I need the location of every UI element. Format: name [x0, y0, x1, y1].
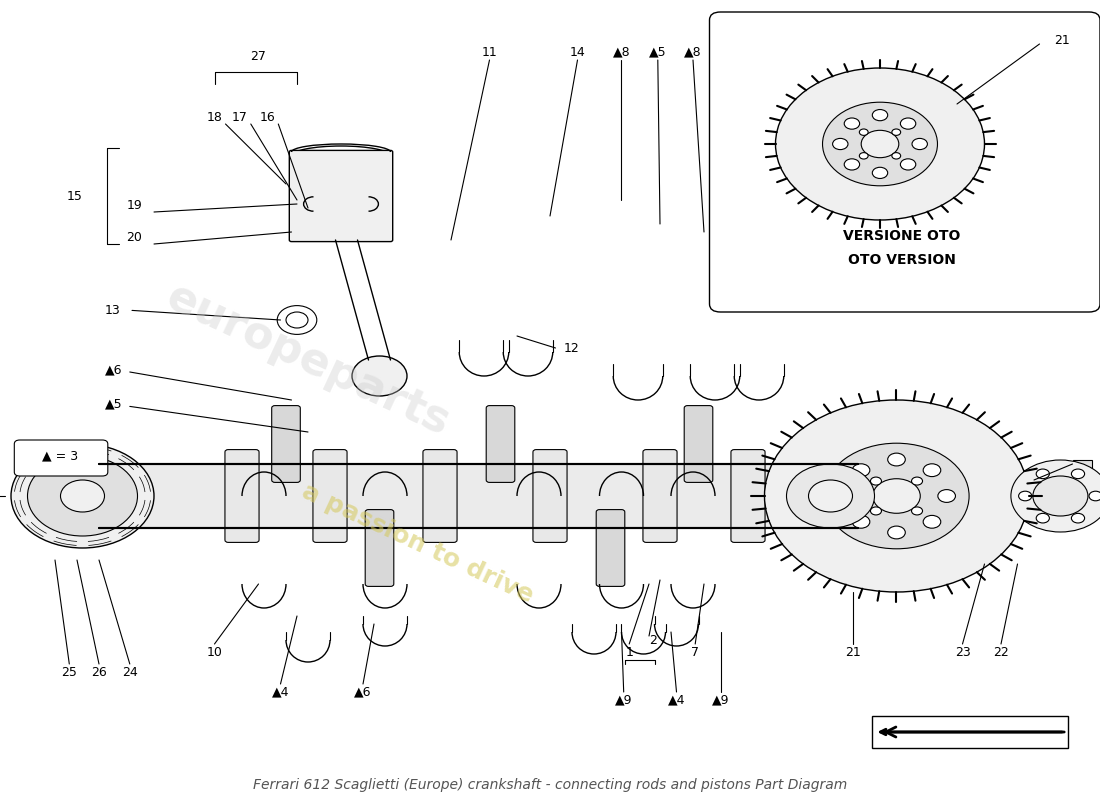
Text: 18: 18 — [207, 111, 222, 124]
Circle shape — [888, 526, 905, 539]
Text: OTO VERSION: OTO VERSION — [848, 253, 956, 267]
Circle shape — [1071, 514, 1085, 523]
Circle shape — [824, 443, 969, 549]
Circle shape — [808, 480, 852, 512]
Text: 7: 7 — [691, 646, 700, 658]
Circle shape — [912, 138, 927, 150]
Text: ▲9: ▲9 — [615, 694, 632, 706]
Circle shape — [837, 490, 855, 502]
Text: 19: 19 — [126, 199, 142, 212]
Circle shape — [1011, 460, 1100, 532]
Circle shape — [859, 153, 868, 159]
FancyBboxPatch shape — [365, 510, 394, 586]
Circle shape — [861, 130, 899, 158]
Circle shape — [844, 159, 859, 170]
Circle shape — [912, 507, 923, 515]
FancyBboxPatch shape — [312, 450, 348, 542]
Circle shape — [852, 515, 870, 528]
Circle shape — [923, 464, 940, 477]
Circle shape — [938, 490, 956, 502]
Circle shape — [1089, 491, 1100, 501]
Text: ▲8: ▲8 — [684, 46, 702, 58]
FancyBboxPatch shape — [532, 450, 568, 542]
Text: 2: 2 — [649, 634, 657, 646]
Circle shape — [776, 68, 984, 220]
Circle shape — [764, 400, 1028, 592]
Circle shape — [352, 356, 407, 396]
Circle shape — [892, 153, 901, 159]
Circle shape — [1033, 476, 1088, 516]
Text: ▲5: ▲5 — [649, 46, 667, 58]
Circle shape — [60, 480, 104, 512]
Circle shape — [1036, 514, 1049, 523]
Text: 14: 14 — [570, 46, 585, 58]
Circle shape — [872, 478, 921, 514]
Text: 26: 26 — [91, 666, 107, 678]
Circle shape — [888, 453, 905, 466]
FancyBboxPatch shape — [272, 406, 300, 482]
Text: 21: 21 — [1054, 34, 1069, 46]
Bar — [1072, 460, 1092, 468]
Text: 23: 23 — [955, 646, 970, 658]
Circle shape — [823, 102, 937, 186]
Circle shape — [844, 118, 859, 129]
Text: 13: 13 — [104, 304, 120, 317]
Text: ▲5: ▲5 — [104, 398, 122, 410]
FancyBboxPatch shape — [289, 150, 393, 242]
Text: 20: 20 — [126, 231, 142, 244]
Circle shape — [870, 507, 881, 515]
Text: 11: 11 — [482, 46, 497, 58]
Circle shape — [892, 129, 901, 135]
Circle shape — [1019, 491, 1032, 501]
Text: ▲ = 3: ▲ = 3 — [43, 450, 78, 462]
Circle shape — [901, 118, 916, 129]
FancyBboxPatch shape — [732, 450, 766, 542]
Text: 25: 25 — [62, 666, 77, 678]
Text: 10: 10 — [207, 646, 222, 658]
Text: 1: 1 — [625, 646, 634, 658]
Circle shape — [11, 444, 154, 548]
FancyBboxPatch shape — [14, 440, 108, 476]
FancyBboxPatch shape — [642, 450, 678, 542]
Circle shape — [859, 129, 868, 135]
Text: 12: 12 — [564, 342, 580, 354]
FancyBboxPatch shape — [872, 716, 1068, 748]
Circle shape — [1036, 469, 1049, 478]
FancyBboxPatch shape — [684, 406, 713, 482]
FancyBboxPatch shape — [710, 12, 1100, 312]
Text: 21: 21 — [845, 646, 860, 658]
Text: ▲9: ▲9 — [712, 694, 729, 706]
Circle shape — [872, 110, 888, 121]
FancyBboxPatch shape — [596, 510, 625, 586]
Text: VERSIONE OTO: VERSIONE OTO — [844, 229, 960, 243]
FancyBboxPatch shape — [224, 450, 260, 542]
Text: ▲4: ▲4 — [272, 686, 289, 698]
Bar — [99, 464, 858, 528]
Text: europeparts: europeparts — [160, 275, 456, 445]
Text: ▲6: ▲6 — [104, 363, 122, 376]
Circle shape — [870, 477, 881, 485]
FancyBboxPatch shape — [422, 450, 458, 542]
Text: 22: 22 — [993, 646, 1009, 658]
Circle shape — [833, 138, 848, 150]
Text: 17: 17 — [232, 111, 248, 124]
Circle shape — [923, 515, 940, 528]
Text: 16: 16 — [260, 111, 275, 124]
Text: ▲6: ▲6 — [354, 686, 372, 698]
Text: ▲8: ▲8 — [613, 46, 630, 58]
Circle shape — [28, 456, 138, 536]
Text: Ferrari 612 Scaglietti (Europe) crankshaft - connecting rods and pistons Part Di: Ferrari 612 Scaglietti (Europe) cranksha… — [253, 778, 847, 792]
Circle shape — [852, 464, 870, 477]
Circle shape — [912, 477, 923, 485]
Text: ▲4: ▲4 — [668, 694, 685, 706]
Text: 15: 15 — [67, 190, 82, 202]
Circle shape — [901, 159, 916, 170]
Circle shape — [872, 167, 888, 178]
Text: 27: 27 — [251, 50, 266, 62]
Text: 24: 24 — [122, 666, 138, 678]
Circle shape — [786, 464, 875, 528]
Circle shape — [1071, 469, 1085, 478]
FancyBboxPatch shape — [486, 406, 515, 482]
Text: a passion to drive: a passion to drive — [298, 480, 538, 608]
